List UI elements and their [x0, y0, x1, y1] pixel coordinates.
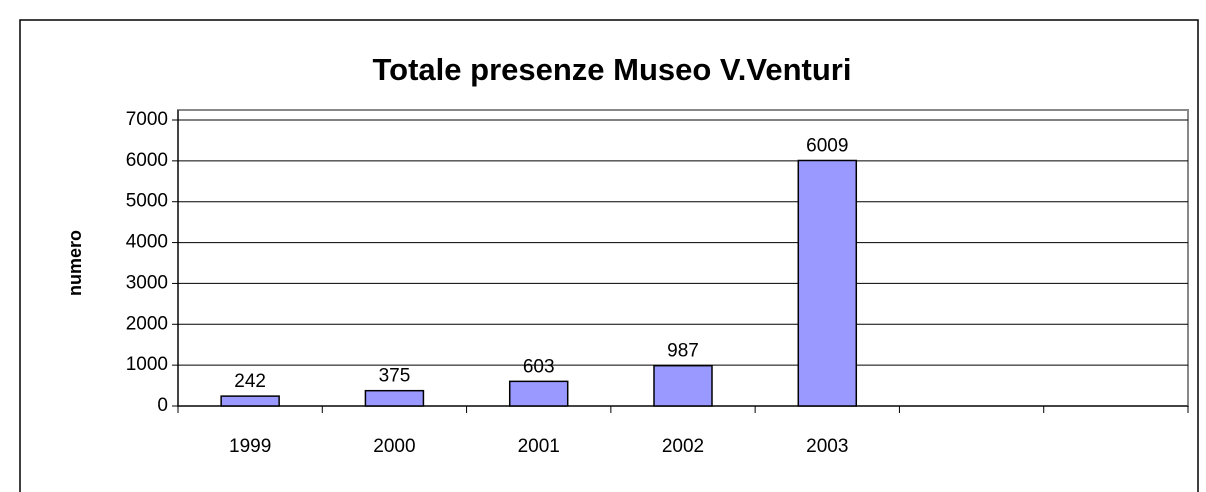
x-tick-label: 1999: [229, 436, 271, 457]
x-tick-label: 2001: [518, 436, 560, 457]
bar: [653, 364, 713, 407]
chart-border: [19, 19, 1199, 492]
data-label: 6009: [806, 136, 848, 157]
bar: [220, 395, 280, 407]
bar: [364, 389, 425, 407]
x-tick-label: 2000: [373, 436, 415, 457]
chart-title: Totale presenze Museo V.Venturi: [373, 52, 852, 87]
bar: [797, 159, 858, 407]
data-label: 603: [523, 356, 555, 377]
y-tick-label: 4000: [126, 232, 168, 253]
y-tick-label: 0: [157, 395, 168, 416]
data-label: 242: [234, 371, 266, 392]
y-tick-label: 5000: [126, 191, 168, 212]
x-tick-label: 2003: [806, 436, 848, 457]
x-tick-label: 2002: [662, 436, 704, 457]
data-label: 987: [667, 341, 699, 362]
y-axis-label: numero: [65, 230, 85, 296]
y-tick-label: 7000: [126, 109, 168, 130]
y-tick-label: 3000: [126, 272, 168, 293]
y-tick-label: 1000: [126, 354, 168, 375]
y-tick-label: 2000: [126, 313, 168, 334]
bar: [508, 380, 569, 407]
data-label: 375: [379, 366, 411, 387]
y-tick-label: 6000: [126, 150, 168, 171]
